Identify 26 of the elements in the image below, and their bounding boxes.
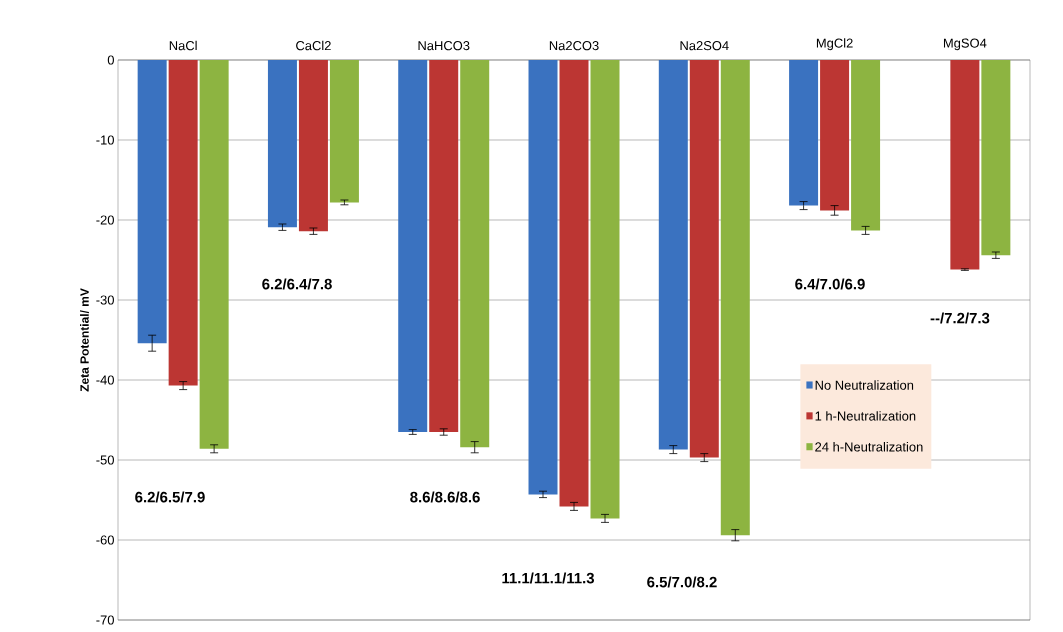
y-tick-label: -70 bbox=[96, 615, 114, 625]
y-axis-title: Zeta Potential/ mV bbox=[80, 288, 89, 392]
annotation: 11.1/11.1/11.3 bbox=[502, 572, 595, 584]
legend-label: 24 h-Neutralization bbox=[815, 441, 923, 452]
x-tick-label: NaHCO3 bbox=[418, 41, 470, 51]
x-tick-label: Na2SO4 bbox=[680, 41, 729, 51]
y-tick-label: -50 bbox=[96, 455, 114, 465]
annotation: 6.2/6.4/7.8 bbox=[262, 278, 332, 290]
y-tick-label: -30 bbox=[96, 295, 114, 305]
legend-label: 1 h-Neutralization bbox=[815, 411, 916, 421]
annotation: 6.5/7.0/8.2 bbox=[647, 576, 717, 588]
x-tick-label: MgSO4 bbox=[943, 38, 987, 51]
x-tick-label: CaCl2 bbox=[296, 40, 331, 51]
y-tick-label: -60 bbox=[96, 535, 114, 545]
x-tick-label: NaCl bbox=[169, 40, 197, 51]
annotation: 8.6/8.6/8.6 bbox=[410, 491, 480, 503]
y-tick-label: -40 bbox=[96, 375, 114, 385]
x-tick-label: Na2CO3 bbox=[549, 41, 599, 51]
annotation: --/7.2/7.3 bbox=[930, 312, 990, 324]
legend-label: No Neutralization bbox=[815, 380, 914, 390]
x-tick-label: MgCl2 bbox=[816, 38, 853, 51]
y-tick-label: -10 bbox=[96, 135, 114, 145]
annotation: 6.4/7.0/6.9 bbox=[795, 278, 865, 290]
annotation: 6.2/6.5/7.9 bbox=[135, 491, 205, 503]
y-tick-label: -20 bbox=[96, 215, 114, 225]
y-tick-label: 0 bbox=[107, 55, 114, 65]
